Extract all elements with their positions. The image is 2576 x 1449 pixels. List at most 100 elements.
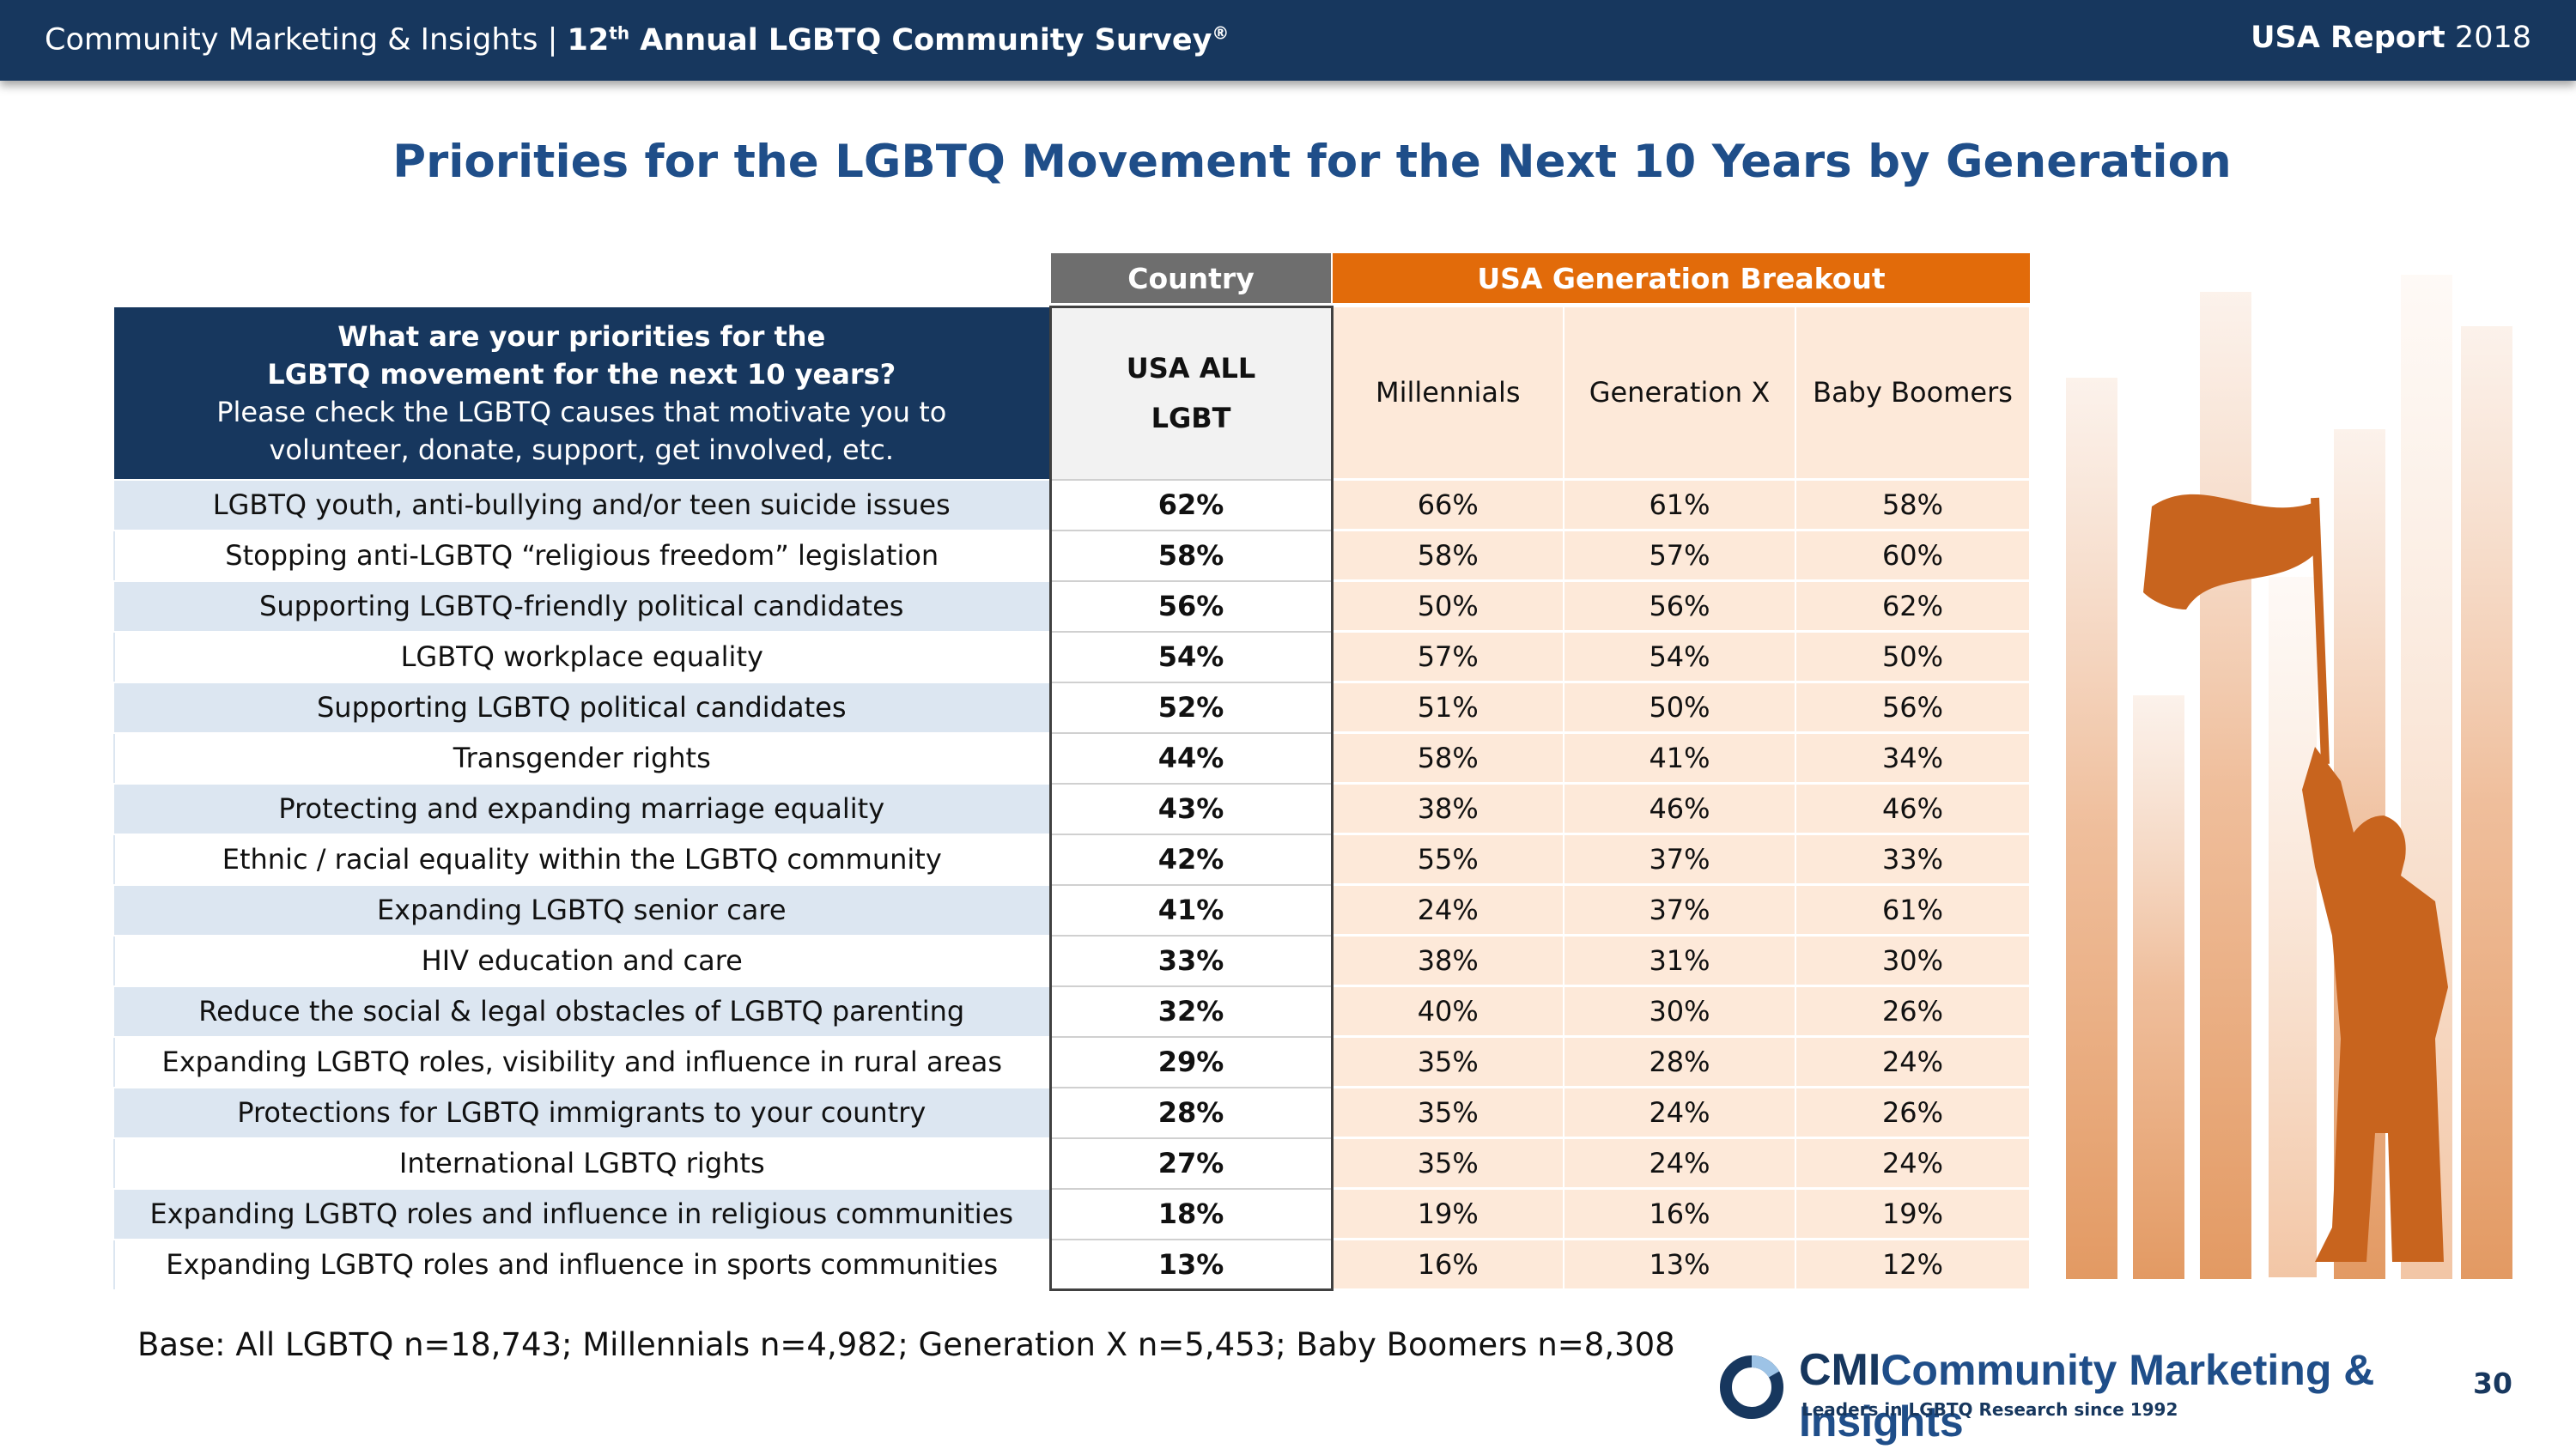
table-row: Supporting LGBTQ political candidates 52%… xyxy=(114,681,2029,734)
page-number: 30 xyxy=(2473,1367,2512,1400)
millennials-value: 40% xyxy=(1331,985,1564,1038)
question-line-2: LGBTQ movement for the next 10 years? xyxy=(267,357,896,391)
millennials-value: 38% xyxy=(1331,782,1564,835)
millennials-value: 38% xyxy=(1331,934,1564,987)
usa-all-value: 43% xyxy=(1048,782,1334,835)
generation-x-value: 37% xyxy=(1563,833,1795,886)
table-row: International LGBTQ rights 27% 35% 24% 24% xyxy=(113,1137,2029,1190)
usa-all-value: 18% xyxy=(1048,1187,1334,1240)
generation-x-value: 56% xyxy=(1563,579,1795,633)
table-row: HIV education and care 33% 38% 31% 30% xyxy=(113,934,2029,987)
question-line-3: Please check the LGBTQ causes that motiv… xyxy=(216,395,947,428)
table-row: Protecting and expanding marriage equali… xyxy=(114,782,2029,835)
row-label: Protections for LGBTQ immigrants to your… xyxy=(114,1086,1050,1139)
generation-x-value: 54% xyxy=(1563,630,1795,683)
question-line-4: volunteer, donate, support, get involved… xyxy=(269,433,895,466)
baby-boomers-value: 24% xyxy=(1795,1035,2029,1088)
usa-all-value: 54% xyxy=(1048,630,1334,683)
millennials-value: 19% xyxy=(1331,1187,1564,1240)
table-row: LGBTQ youth, anti-bullying and/or teen s… xyxy=(114,478,2029,531)
baby-boomers-value: 46% xyxy=(1795,782,2029,835)
row-label: Reduce the social & legal obstacles of L… xyxy=(114,985,1050,1038)
generation-x-value: 37% xyxy=(1563,883,1795,937)
table-row: Supporting LGBTQ-friendly political cand… xyxy=(114,579,2029,633)
flag-bearer-illustration xyxy=(2066,275,2512,1281)
row-label: LGBTQ youth, anti-bullying and/or teen s… xyxy=(114,478,1050,531)
survey-ordinal: 12 xyxy=(567,22,610,58)
column-header-baby-boomers: Baby Boomers xyxy=(1795,306,2029,480)
generation-x-value: 24% xyxy=(1563,1137,1795,1190)
millennials-value: 50% xyxy=(1331,579,1564,633)
logo-text: CMICommunity Marketing & Insights xyxy=(1799,1344,2456,1447)
millennials-value: 35% xyxy=(1331,1035,1564,1088)
baby-boomers-value: 30% xyxy=(1795,934,2029,987)
row-label: LGBTQ workplace equality xyxy=(113,630,1051,683)
header-left: Community Marketing & Insights | 12th An… xyxy=(45,22,1229,58)
row-label: Expanding LGBTQ senior care xyxy=(114,883,1050,937)
survey-title: 12th Annual LGBTQ Community Survey® xyxy=(567,22,1230,58)
usa-all-value: 56% xyxy=(1048,579,1334,633)
usa-all-value: 62% xyxy=(1048,478,1334,531)
column-header-generation-x: Generation X xyxy=(1563,306,1795,480)
baby-boomers-value: 62% xyxy=(1795,579,2029,633)
baby-boomers-value: 61% xyxy=(1795,883,2029,937)
table-row: Stopping anti-LGBTQ “religious freedom” … xyxy=(113,529,2029,582)
generation-x-value: 24% xyxy=(1563,1086,1795,1139)
company-label: Community Marketing & Insights | xyxy=(45,22,568,58)
row-label: HIV education and care xyxy=(113,934,1051,987)
usa-all-header-line-1: USA ALL xyxy=(1126,352,1256,385)
generation-x-value: 50% xyxy=(1563,681,1795,734)
chart-title: Priorities for the LGBTQ Movement for th… xyxy=(392,136,2232,188)
generation-x-value: 57% xyxy=(1563,529,1795,582)
row-label: Expanding LGBTQ roles and influence in r… xyxy=(114,1187,1050,1240)
registered-mark: ® xyxy=(1212,22,1230,43)
baby-boomers-value: 58% xyxy=(1795,478,2029,531)
generation-x-value: 30% xyxy=(1563,985,1795,1038)
logo-cmi: CMI xyxy=(1799,1345,1881,1395)
table-row: Expanding LGBTQ roles, visibility and in… xyxy=(113,1035,2029,1088)
millennials-value: 55% xyxy=(1331,833,1564,886)
survey-ordinal-suffix: th xyxy=(609,22,630,43)
report-year: 2018 xyxy=(2445,21,2531,55)
baby-boomers-value: 50% xyxy=(1795,630,2029,683)
generation-x-value: 46% xyxy=(1563,782,1795,835)
table-row: Expanding LGBTQ senior care 41% 24% 37% 61% xyxy=(114,883,2029,937)
baby-boomers-value: 26% xyxy=(1795,1086,2029,1139)
table-row: Expanding LGBTQ roles and influence in r… xyxy=(114,1187,2029,1240)
usa-all-value: 28% xyxy=(1048,1086,1334,1139)
usa-all-value: 44% xyxy=(1048,731,1334,785)
column-header-millennials: Millennials xyxy=(1331,306,1564,480)
usa-all-value: 33% xyxy=(1048,934,1334,987)
report-name: USA Report xyxy=(2251,21,2445,55)
row-label: Stopping anti-LGBTQ “religious freedom” … xyxy=(113,529,1051,582)
table-header-row: What are your priorities for the LGBTQ m… xyxy=(114,306,2029,480)
millennials-value: 35% xyxy=(1331,1137,1564,1190)
millennials-value: 35% xyxy=(1331,1086,1564,1139)
millennials-value: 16% xyxy=(1331,1238,1564,1291)
table-body: LGBTQ youth, anti-bullying and/or teen s… xyxy=(113,478,2029,1291)
usa-all-value: 32% xyxy=(1048,985,1334,1038)
logo-company-name: Community Marketing & Insights xyxy=(1799,1346,2375,1446)
row-label: Protecting and expanding marriage equali… xyxy=(114,782,1050,835)
table-row: Ethnic / racial equality within the LGBT… xyxy=(113,833,2029,886)
row-label: Ethnic / racial equality within the LGBT… xyxy=(113,833,1051,886)
table-row: Transgender rights 44% 58% 41% 34% xyxy=(113,731,2029,785)
baby-boomers-value: 33% xyxy=(1795,833,2029,886)
table-row: LGBTQ workplace equality 54% 57% 54% 50% xyxy=(113,630,2029,683)
usa-all-value: 13% xyxy=(1048,1238,1334,1291)
row-label: Transgender rights xyxy=(113,731,1051,785)
generation-x-value: 13% xyxy=(1563,1238,1795,1291)
cmi-logo-circle xyxy=(1720,1355,1783,1419)
millennials-value: 58% xyxy=(1331,731,1564,785)
data-table: What are your priorities for the LGBTQ m… xyxy=(113,306,2029,1291)
row-label: Supporting LGBTQ-friendly political cand… xyxy=(114,579,1050,633)
millennials-value: 51% xyxy=(1331,681,1564,734)
baby-boomers-value: 19% xyxy=(1795,1187,2029,1240)
row-label: International LGBTQ rights xyxy=(113,1137,1051,1190)
usa-all-value: 29% xyxy=(1048,1035,1334,1088)
millennials-value: 66% xyxy=(1331,478,1564,531)
generation-x-value: 41% xyxy=(1563,731,1795,785)
question-line-1: What are your priorities for the xyxy=(337,319,826,353)
country-group-header: Country xyxy=(1051,253,1331,303)
question-header: What are your priorities for the LGBTQ m… xyxy=(114,306,1050,480)
